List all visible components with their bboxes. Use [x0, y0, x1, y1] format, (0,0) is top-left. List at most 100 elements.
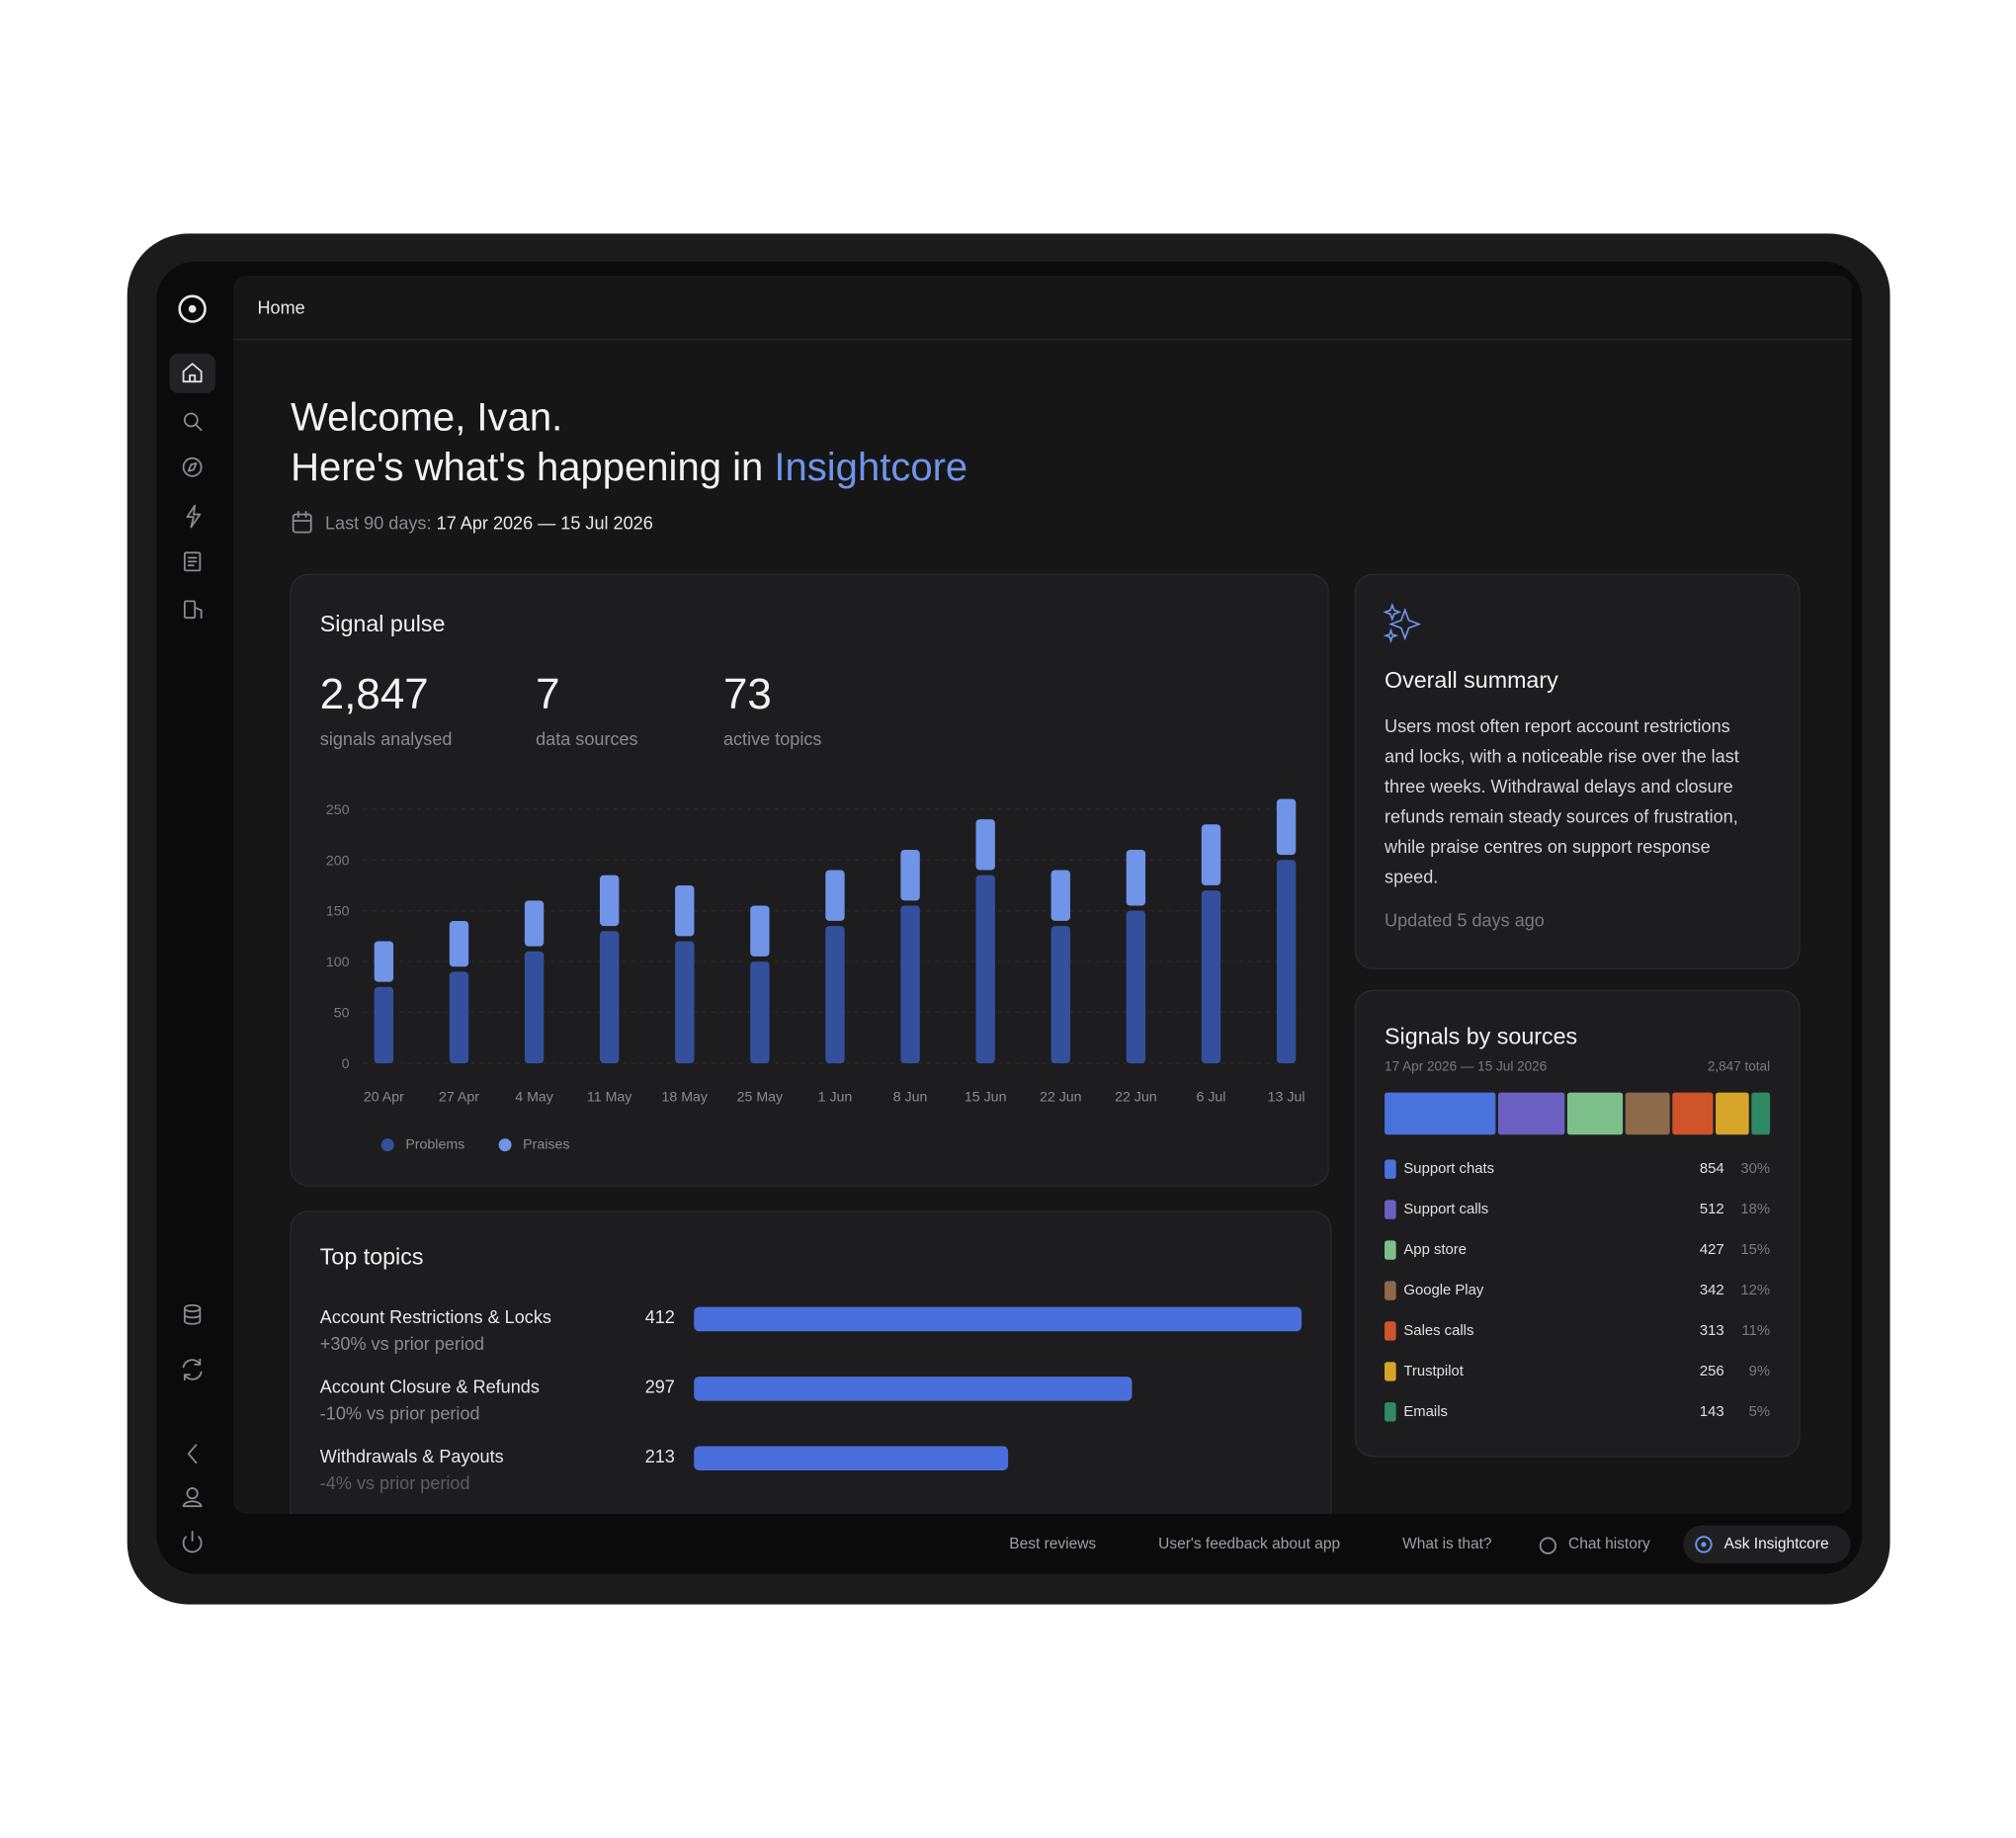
bar-segment — [524, 900, 545, 947]
bar-segment — [374, 986, 394, 1063]
x-tick-label: 20 Apr — [364, 1090, 404, 1106]
bar-segment — [825, 926, 845, 1063]
source-name: Sales calls — [1403, 1323, 1473, 1339]
footer-link[interactable]: Best reviews — [1009, 1536, 1096, 1552]
stat-value: 73 — [723, 670, 772, 718]
legend-label: Praises — [523, 1136, 569, 1152]
topic-value: 297 — [645, 1377, 675, 1396]
sparkle-icon — [1383, 602, 1422, 644]
source-share: 30% — [1740, 1161, 1770, 1177]
nav-actions[interactable] — [186, 504, 202, 529]
card-title: Signal pulse — [320, 611, 446, 636]
nav-active[interactable] — [169, 353, 215, 393]
calendar-icon — [292, 511, 312, 534]
legend-swatch — [1385, 1240, 1396, 1260]
source-value: 512 — [1700, 1202, 1724, 1217]
source-share: 5% — [1749, 1404, 1770, 1420]
nav-home[interactable] — [182, 363, 203, 383]
welcome-line: Here's what's happening in — [291, 446, 774, 489]
card-subtitle: 17 Apr 2026 — 15 Jul 2026 — [1385, 1058, 1547, 1073]
topic-note: +30% vs prior period — [320, 1334, 484, 1354]
logo — [178, 294, 207, 323]
source-segment — [1566, 1092, 1624, 1135]
range-value: 17 Apr 2026 — 15 Jul 2026 — [437, 514, 653, 534]
brand-name: Insightcore — [774, 446, 967, 489]
source-name: Support chats — [1403, 1161, 1494, 1177]
x-tick-label: 22 Jun — [1040, 1090, 1082, 1106]
topic-name: Account Restrictions & Locks — [320, 1307, 551, 1327]
bar-segment — [1276, 798, 1297, 856]
x-tick-label: 15 Jun — [965, 1090, 1007, 1106]
source-share: 18% — [1740, 1202, 1770, 1217]
source-share: 12% — [1740, 1283, 1770, 1298]
bar-segment — [524, 951, 545, 1063]
nav-profile[interactable] — [182, 1487, 203, 1508]
stat-label: data sources — [536, 729, 638, 749]
source-share: 11% — [1742, 1323, 1771, 1339]
source-name: Trustpilot — [1403, 1364, 1464, 1379]
breadcrumb: Home — [258, 297, 305, 317]
nav-data[interactable] — [183, 1303, 202, 1325]
y-tick-label: 100 — [326, 955, 350, 970]
x-tick-label: 8 Jun — [893, 1090, 928, 1106]
history-icon — [1539, 1537, 1557, 1554]
stat-label: active topics — [723, 729, 821, 749]
topic-bar — [694, 1306, 1302, 1332]
topic-bar — [694, 1377, 1133, 1401]
bar-segment — [449, 920, 469, 967]
source-value: 256 — [1700, 1364, 1724, 1379]
bar-segment — [675, 884, 695, 937]
y-tick-label: 0 — [342, 1056, 350, 1072]
nav-sync[interactable] — [182, 1358, 203, 1381]
source-name: Google Play — [1403, 1283, 1483, 1298]
legend-label: Problems — [405, 1136, 464, 1152]
stat-value: 7 — [536, 670, 559, 718]
bar-segment — [1201, 824, 1221, 885]
nav-search[interactable] — [183, 412, 203, 432]
source-value: 143 — [1700, 1404, 1724, 1420]
footer-link[interactable]: User's feedback about app — [1158, 1536, 1340, 1552]
x-tick-label: 4 May — [515, 1090, 554, 1106]
ask-button[interactable] — [1683, 1525, 1851, 1564]
range-label: Last 90 days: — [325, 514, 432, 534]
legend-swatch — [1385, 1402, 1396, 1422]
nav-logout[interactable] — [182, 1531, 203, 1553]
topic-value: 412 — [645, 1307, 675, 1327]
source-name: Support calls — [1403, 1202, 1488, 1217]
source-name: App store — [1403, 1242, 1467, 1258]
x-tick-label: 13 Jul — [1268, 1090, 1305, 1106]
bar-segment — [675, 941, 695, 1063]
card-title: Signals by sources — [1385, 1023, 1577, 1048]
source-share: 15% — [1740, 1242, 1770, 1258]
bar-segment — [1050, 870, 1070, 921]
bar-segment — [1050, 926, 1070, 1063]
source-value: 427 — [1700, 1242, 1724, 1258]
summary-line: speed. — [1385, 867, 1438, 886]
legend-swatch — [498, 1138, 512, 1152]
bar-segment — [599, 931, 620, 1063]
card-total: 2,847 total — [1708, 1058, 1770, 1073]
source-name: Emails — [1403, 1404, 1448, 1420]
logo-dot — [188, 304, 197, 313]
legend-swatch — [1385, 1362, 1396, 1381]
footer-link[interactable]: Chat history — [1568, 1536, 1650, 1552]
source-share: 9% — [1749, 1364, 1770, 1379]
source-segment — [1497, 1092, 1565, 1135]
bar-segment — [975, 819, 995, 871]
nav-reports[interactable] — [183, 551, 202, 572]
bar-segment — [599, 875, 620, 927]
source-segment — [1625, 1092, 1670, 1135]
footer-link[interactable]: What is that? — [1402, 1536, 1492, 1552]
topic-note: -4% vs prior period — [320, 1473, 470, 1493]
bar-segment — [1126, 849, 1146, 906]
topic-value: 213 — [645, 1447, 675, 1466]
nav-explore[interactable] — [182, 457, 203, 477]
source-value: 313 — [1700, 1323, 1724, 1339]
ask-label[interactable]: Ask Insightcore — [1724, 1536, 1829, 1552]
nav-sources[interactable] — [183, 600, 203, 620]
bar-segment — [1126, 910, 1146, 1063]
topic-name: Account Closure & Refunds — [320, 1377, 540, 1396]
topic-note: -10% vs prior period — [320, 1404, 480, 1424]
nav-collapse[interactable] — [187, 1444, 198, 1464]
